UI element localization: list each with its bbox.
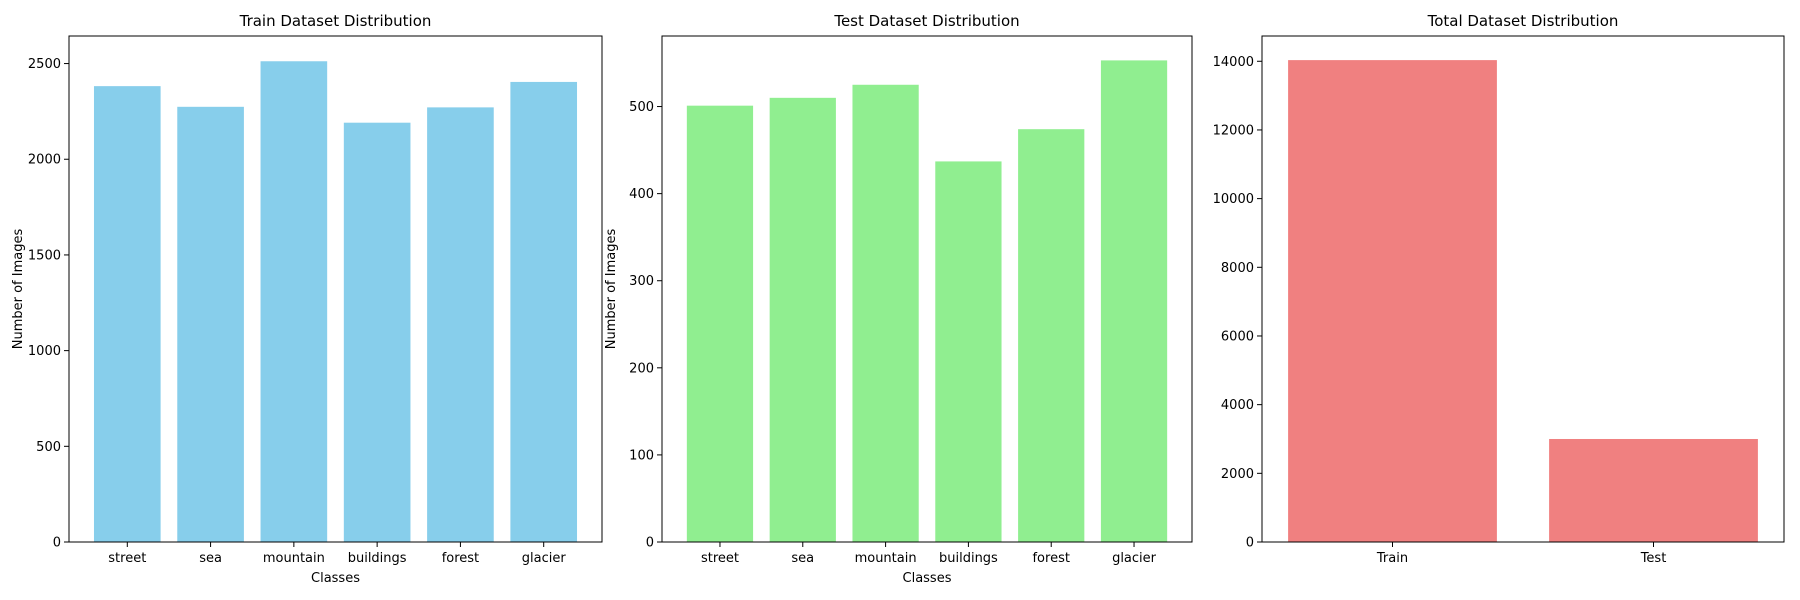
y-tick-label: 6000 bbox=[1221, 329, 1254, 344]
bar-test bbox=[1549, 438, 1758, 542]
y-tick-label: 1000 bbox=[28, 344, 61, 359]
axes-frame bbox=[1261, 35, 1785, 543]
y-tick-label: 500 bbox=[629, 100, 654, 115]
y-tick-label: 14000 bbox=[1213, 55, 1254, 70]
bar-train bbox=[1288, 60, 1497, 543]
x-tick-label: forest bbox=[1032, 551, 1069, 566]
x-tick-label: street bbox=[701, 551, 739, 566]
y-axis-label: Number of Images bbox=[604, 229, 619, 350]
x-tick-label: sea bbox=[791, 551, 814, 566]
y-tick-label: 500 bbox=[36, 440, 61, 455]
bar-sea bbox=[769, 97, 836, 542]
bar-mountain bbox=[852, 84, 919, 543]
bar-buildings bbox=[343, 122, 411, 542]
x-tick-label: glacier bbox=[522, 551, 567, 566]
x-tick-label: buildings bbox=[348, 551, 407, 566]
x-tick-label: buildings bbox=[939, 551, 998, 566]
x-tick-label: Train bbox=[1376, 551, 1408, 566]
y-tick-label: 1500 bbox=[28, 248, 61, 263]
x-tick-label: Test bbox=[1640, 551, 1667, 566]
bar-sea bbox=[177, 106, 244, 542]
y-tick-label: 2000 bbox=[1221, 467, 1254, 482]
axes-frame bbox=[661, 35, 1193, 543]
chart-panel-3: 0 2000 4000 6000 8000 10000 12000 14000 Train Tes… bbox=[1213, 12, 1785, 566]
axes-frame bbox=[68, 35, 603, 543]
bar-mountain bbox=[260, 61, 328, 542]
x-axis-label: Classes bbox=[903, 571, 952, 586]
bar-forest bbox=[427, 107, 494, 542]
x-tick-label: street bbox=[108, 551, 146, 566]
y-tick-label: 0 bbox=[53, 536, 61, 551]
x-tick-label: forest bbox=[442, 551, 479, 566]
x-tick-label: sea bbox=[199, 551, 222, 566]
chart-title: Train Dataset Distribution bbox=[239, 12, 432, 30]
chart-title: Total Dataset Distribution bbox=[1427, 12, 1619, 30]
y-tick-label: 4000 bbox=[1221, 398, 1254, 413]
y-tick-label: 200 bbox=[629, 361, 654, 376]
y-tick-label: 100 bbox=[629, 448, 654, 463]
bar-street bbox=[93, 86, 161, 542]
y-tick-label: 400 bbox=[629, 187, 654, 202]
y-tick-label: 2000 bbox=[28, 153, 61, 168]
x-tick-label: mountain bbox=[263, 551, 325, 566]
y-tick-label: 300 bbox=[629, 274, 654, 289]
bar-forest bbox=[1018, 129, 1085, 542]
chart-panel-1: 0 500 1000 1500 2000 2500 street sea mountain bui… bbox=[11, 12, 603, 586]
y-tick-label: 2500 bbox=[28, 57, 61, 72]
y-tick-label: 10000 bbox=[1213, 192, 1254, 207]
y-tick-label: 8000 bbox=[1221, 261, 1254, 276]
bar-glacier bbox=[510, 81, 578, 543]
y-tick-label: 0 bbox=[646, 536, 654, 551]
x-tick-label: mountain bbox=[855, 551, 917, 566]
chart-title: Test Dataset Distribution bbox=[833, 12, 1019, 30]
y-axis-label: Number of Images bbox=[11, 229, 26, 350]
bar-street bbox=[686, 105, 754, 543]
chart-panel-2: 0 100 200 300 400 500 street sea mountain buildin… bbox=[604, 12, 1193, 586]
x-tick-label: glacier bbox=[1112, 551, 1157, 566]
y-tick-label: 12000 bbox=[1213, 123, 1254, 138]
bar-glacier bbox=[1100, 60, 1168, 542]
x-axis-label: Classes bbox=[311, 571, 360, 586]
y-tick-label: 0 bbox=[1246, 536, 1254, 551]
bar-buildings bbox=[935, 161, 1002, 542]
